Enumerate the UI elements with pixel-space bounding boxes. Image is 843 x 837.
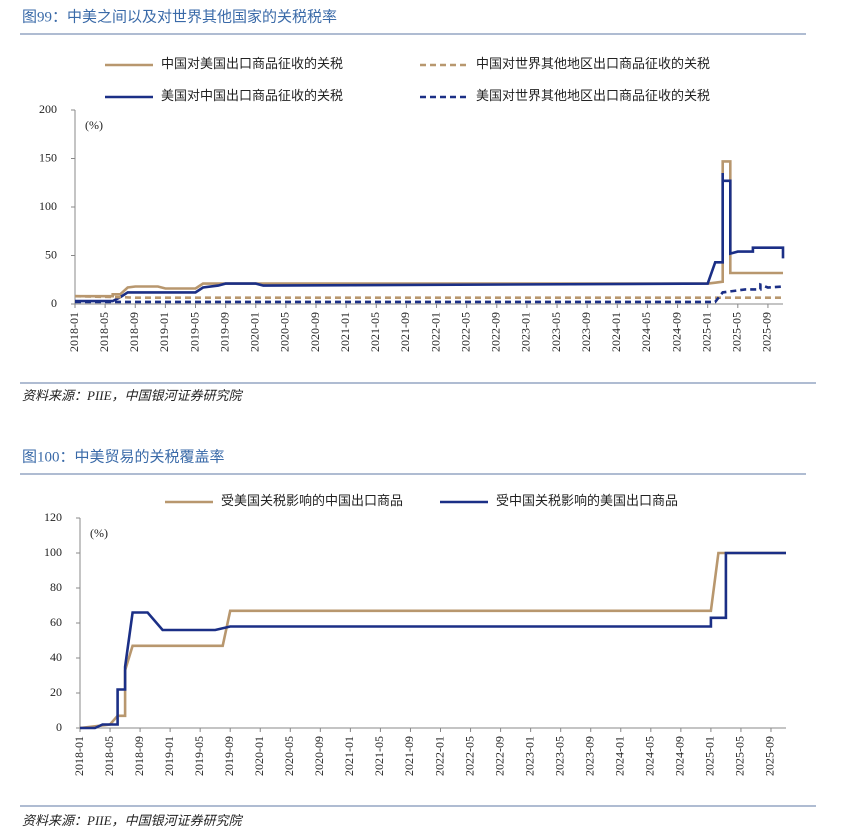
x-tick-label: 2024-01 (609, 312, 623, 352)
x-tick-label: 2020-05 (282, 736, 296, 776)
x-tick-label: 2023-09 (582, 736, 596, 776)
x-tick-label: 2021-01 (338, 312, 352, 352)
x-tick-label: 2021-09 (398, 312, 412, 352)
x-tick-label: 2019-05 (187, 312, 201, 352)
x-tick-label: 2022-09 (489, 312, 503, 352)
x-tick-label: 2022-09 (492, 736, 506, 776)
series-line (79, 551, 786, 730)
x-tick-label: 2022-01 (428, 312, 442, 352)
x-tick-label: 2018-01 (72, 736, 86, 776)
x-tick-label: 2025-09 (763, 736, 777, 776)
x-tick-label: 2023-05 (552, 736, 566, 776)
source-note: 资料来源：PIIE，中国银河证券研究院 (22, 388, 244, 403)
series-line (80, 551, 786, 730)
x-tick-label: 2020-01 (248, 312, 262, 352)
legend-label: 美国对中国出口商品征收的关税 (161, 88, 343, 103)
y-tick-label: 150 (39, 150, 57, 164)
y-axis-label: (%) (90, 526, 108, 540)
x-tick-label: 2022-01 (432, 736, 446, 776)
x-tick-label: 2021-09 (402, 736, 416, 776)
x-tick-label: 2020-01 (252, 736, 266, 776)
y-tick-label: 0 (56, 720, 62, 734)
x-tick-label: 2024-09 (673, 736, 687, 776)
y-tick-label: 80 (50, 580, 62, 594)
x-tick-label: 2019-01 (157, 312, 171, 352)
x-tick-label: 2019-09 (217, 312, 231, 352)
x-tick-label: 2022-05 (462, 736, 476, 776)
series-line (75, 173, 785, 303)
y-axis-label: (%) (85, 118, 103, 132)
source-note: 资料来源：PIIE，中国银河证券研究院 (22, 813, 244, 828)
x-tick-label: 2018-09 (127, 312, 141, 352)
x-tick-label: 2018-09 (132, 736, 146, 776)
legend-label: 受中国关税影响的美国出口商品 (496, 493, 678, 508)
y-tick-label: 20 (50, 685, 62, 699)
series-line (74, 294, 783, 299)
series-line (75, 282, 784, 304)
y-tick-label: 0 (51, 296, 57, 310)
x-tick-label: 2019-05 (192, 736, 206, 776)
x-tick-label: 2019-09 (222, 736, 236, 776)
chart-title: 图100：中美贸易的关税覆盖率 (22, 448, 225, 465)
x-tick-label: 2024-01 (613, 736, 627, 776)
y-tick-label: 50 (45, 247, 57, 261)
x-tick-label: 2024-09 (669, 312, 683, 352)
x-tick-label: 2024-05 (639, 312, 653, 352)
x-tick-label: 2023-01 (519, 312, 533, 352)
x-tick-label: 2025-01 (699, 312, 713, 352)
x-tick-label: 2018-05 (102, 736, 116, 776)
x-tick-label: 2025-05 (730, 312, 744, 352)
x-tick-label: 2023-05 (549, 312, 563, 352)
x-tick-label: 2024-05 (643, 736, 657, 776)
x-tick-label: 2020-05 (278, 312, 292, 352)
x-tick-label: 2021-05 (368, 312, 382, 352)
x-tick-label: 2018-05 (97, 312, 111, 352)
series-line (75, 160, 783, 298)
x-tick-label: 2025-01 (703, 736, 717, 776)
y-tick-label: 100 (39, 199, 57, 213)
x-tick-label: 2025-05 (733, 736, 747, 776)
x-tick-label: 2023-09 (579, 312, 593, 352)
x-tick-label: 2021-05 (372, 736, 386, 776)
x-tick-label: 2023-01 (522, 736, 536, 776)
legend-label: 美国对世界其他地区出口商品征收的关税 (476, 88, 710, 103)
legend-label: 受美国关税影响的中国出口商品 (221, 493, 403, 508)
x-tick-label: 2022-05 (458, 312, 472, 352)
x-tick-label: 2025-09 (760, 312, 774, 352)
legend-label: 中国对美国出口商品征收的关税 (161, 56, 343, 71)
chart-title: 图99：中美之间以及对世界其他国家的关税税率 (22, 8, 337, 25)
x-tick-label: 2018-01 (67, 312, 81, 352)
y-tick-label: 200 (39, 102, 57, 116)
x-tick-label: 2020-09 (312, 736, 326, 776)
x-tick-label: 2020-09 (308, 312, 322, 352)
y-tick-label: 60 (50, 615, 62, 629)
y-tick-label: 100 (44, 545, 62, 559)
x-tick-label: 2021-01 (342, 736, 356, 776)
legend-label: 中国对世界其他地区出口商品征收的关税 (476, 56, 710, 71)
x-tick-label: 2019-01 (162, 736, 176, 776)
y-tick-label: 120 (44, 510, 62, 524)
y-tick-label: 40 (50, 650, 62, 664)
